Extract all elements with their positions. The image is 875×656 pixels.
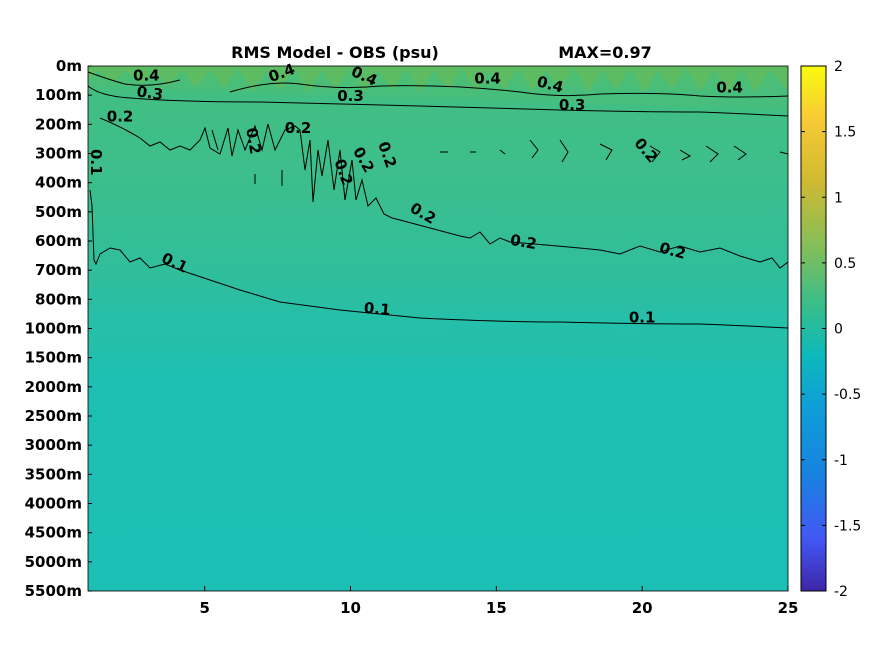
- chart-max-label: MAX=0.97: [558, 43, 652, 62]
- y-tick-label: 1000m: [25, 320, 82, 338]
- contour-0.4: [87, 71, 789, 98]
- x-tick-label: 20: [632, 599, 653, 617]
- contour-label: 0.4: [716, 78, 743, 96]
- y-tick-label: 5000m: [25, 553, 82, 571]
- colorbar-tick-label: 0.5: [834, 256, 856, 272]
- x-tick-label: 10: [340, 599, 361, 617]
- y-tick-label: 200m: [35, 115, 82, 133]
- plot-frame: [87, 65, 789, 592]
- contour-label: 0.4: [474, 70, 501, 88]
- contour-label: 0.1: [363, 299, 391, 319]
- plot-area: 0.40.30.20.10.40.2 0.20.40.30.20.20.20.20…: [87, 60, 789, 591]
- y-tick-label: 700m: [35, 261, 82, 279]
- contour-0.2-islands: [211, 129, 789, 186]
- y-tick-label: 100m: [35, 86, 82, 104]
- y-tick-label: 3500m: [25, 465, 82, 483]
- y-tick-label: 800m: [35, 290, 82, 308]
- x-tick-label: 15: [486, 599, 507, 617]
- contour-0.1: [89, 189, 789, 329]
- x-axis: 5 10 15 20 25: [87, 65, 799, 617]
- y-tick-label: 500m: [35, 203, 82, 221]
- y-tick-label: 2500m: [25, 407, 82, 425]
- colorbar-tick-label: 1.5: [834, 125, 856, 141]
- contour-label: 0.2: [285, 119, 312, 137]
- contour-label: 0.4: [133, 67, 160, 85]
- colorbar-ticks: 2 1.5 1 0.5 0 -0.5 -1 -1.5 -2: [801, 59, 861, 600]
- y-tick-label: 400m: [35, 174, 82, 192]
- contour-0.2: [99, 117, 789, 269]
- contour-label: 0.1: [629, 309, 656, 327]
- x-tick-label: 25: [778, 599, 799, 617]
- colorbar-tick-label: -0.5: [834, 387, 861, 403]
- colorbar-gradient: [800, 65, 827, 592]
- contour-label: 0.1: [87, 149, 105, 176]
- colorbar-tick-label: -1.5: [834, 518, 861, 534]
- y-tick-label: 4000m: [25, 495, 82, 513]
- x-tick-label: 5: [199, 599, 209, 617]
- colorbar-tick-label: 1: [834, 190, 843, 206]
- mid-band: [88, 325, 788, 360]
- y-tick-label: 5500m: [25, 582, 82, 600]
- contour-label: 0.3: [337, 87, 364, 105]
- contour-lines: [87, 71, 789, 329]
- y-tick-label: 1500m: [25, 349, 82, 367]
- contour-label: 0.2: [242, 126, 264, 155]
- contour-label: 0.3: [136, 82, 165, 104]
- contour-label: 0.3: [559, 96, 586, 114]
- y-tick-label: 0m: [56, 57, 82, 75]
- contour-label: 0.2: [107, 107, 134, 125]
- colorbar-tick-label: 2: [834, 59, 843, 75]
- y-tick-label: 4500m: [25, 524, 82, 542]
- colorbar: 2 1.5 1 0.5 0 -0.5 -1 -1.5 -2: [800, 59, 861, 600]
- y-tick-label: 300m: [35, 145, 82, 163]
- y-axis: 0m 100m 200m 300m 400m 500m 600m 700m 800m 1000m 1…: [25, 57, 92, 600]
- surface-wave-zone: [88, 66, 788, 93]
- y-tick-label: 3000m: [25, 436, 82, 454]
- colorbar-tick-label: 0: [834, 322, 843, 338]
- chart-title: RMS Model - OBS (psu): [231, 43, 439, 62]
- contour-0.3: [87, 85, 789, 117]
- colorbar-tick-label: -2: [834, 584, 848, 600]
- y-tick-label: 600m: [35, 232, 82, 250]
- contour-label: 0.2: [509, 231, 538, 253]
- y-tick-label: 2000m: [25, 378, 82, 396]
- colorbar-tick-label: -1: [834, 453, 848, 469]
